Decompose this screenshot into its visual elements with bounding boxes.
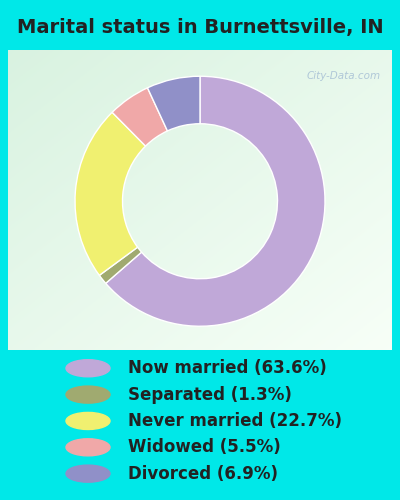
Circle shape — [66, 386, 110, 403]
Text: Separated (1.3%): Separated (1.3%) — [128, 386, 292, 404]
Wedge shape — [148, 76, 200, 131]
Text: Divorced (6.9%): Divorced (6.9%) — [128, 464, 278, 482]
Wedge shape — [99, 247, 142, 284]
Circle shape — [66, 360, 110, 377]
Circle shape — [66, 465, 110, 482]
Text: Marital status in Burnettsville, IN: Marital status in Burnettsville, IN — [17, 18, 383, 37]
Wedge shape — [75, 112, 146, 276]
Text: City-Data.com: City-Data.com — [306, 71, 380, 81]
Text: Now married (63.6%): Now married (63.6%) — [128, 359, 327, 377]
Wedge shape — [112, 88, 168, 146]
Text: Widowed (5.5%): Widowed (5.5%) — [128, 438, 281, 456]
Circle shape — [66, 439, 110, 456]
Text: Never married (22.7%): Never married (22.7%) — [128, 412, 342, 430]
Wedge shape — [106, 76, 325, 326]
Circle shape — [66, 412, 110, 430]
